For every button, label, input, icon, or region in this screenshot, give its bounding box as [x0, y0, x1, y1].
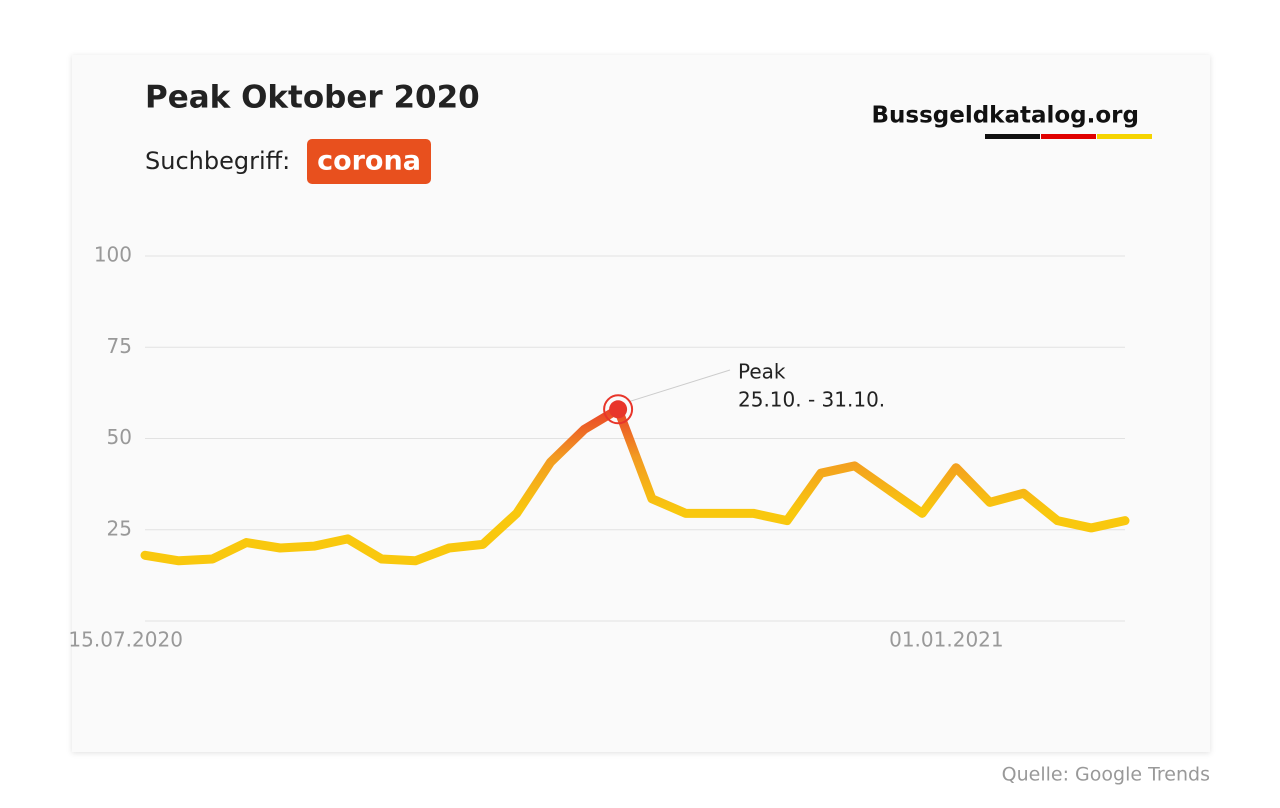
x-tick-label: 15.07.2020: [68, 628, 183, 652]
x-tick-label: 01.01.2021: [889, 628, 1004, 652]
annotation-text: 25.10. - 31.10.: [738, 388, 885, 412]
search-term: corona: [317, 146, 421, 177]
annotation-leader: [629, 369, 731, 402]
peak-marker: [609, 400, 628, 419]
y-tick-label: 75: [107, 334, 132, 358]
y-tick-label: 50: [107, 425, 132, 449]
annotation-text: Peak: [738, 360, 786, 384]
y-tick-label: 25: [107, 516, 132, 540]
flag-black: [985, 134, 1040, 139]
chart-title: Peak Oktober 2020: [145, 80, 480, 116]
flag-gold: [1097, 134, 1152, 139]
search-badge: [307, 139, 431, 184]
line-series: [140, 404, 1130, 566]
brand: Bussgeldkatalog.org: [871, 103, 1139, 129]
source: Quelle: Google Trends: [1002, 764, 1210, 786]
flag-red: [1041, 134, 1096, 139]
peak-ring: [603, 394, 634, 425]
subtitle: Suchbegriff:: [145, 147, 290, 175]
card: [72, 55, 1210, 752]
y-tick-label: 100: [94, 243, 132, 267]
